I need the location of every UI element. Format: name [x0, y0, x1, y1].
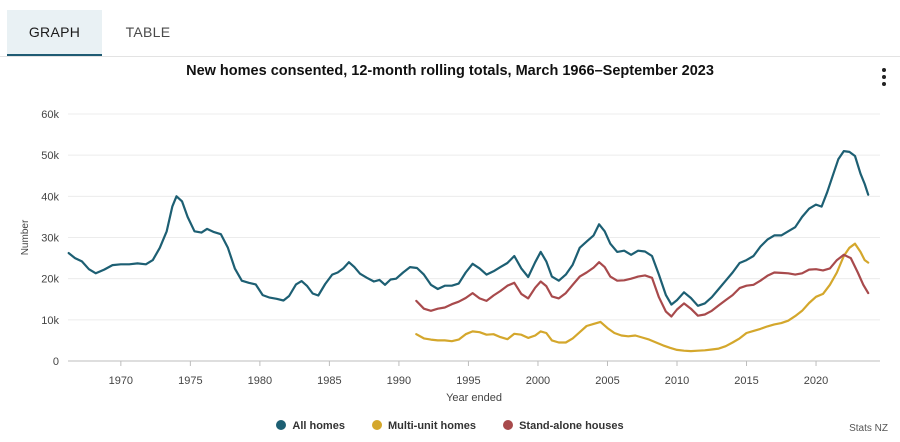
- tab-bar: GRAPH TABLE: [0, 0, 900, 57]
- tab-table[interactable]: TABLE: [125, 24, 171, 40]
- x-tick-label: 2020: [804, 375, 828, 387]
- tab-graph[interactable]: GRAPH: [7, 10, 102, 56]
- x-tick-label: 1970: [109, 375, 133, 387]
- legend-item-all-homes[interactable]: All homes: [276, 420, 345, 432]
- legend-label: Multi-unit homes: [388, 420, 477, 432]
- legend: All homes Multi-unit homes Stand-alone h…: [0, 420, 900, 432]
- series-line-multi-unit-homes: [415, 242, 870, 353]
- legend-label: All homes: [292, 420, 345, 432]
- x-tick-label: 1995: [456, 375, 480, 387]
- legend-item-multi-unit-homes[interactable]: Multi-unit homes: [372, 420, 476, 432]
- y-tick-label: 40k: [41, 191, 59, 203]
- y-axis-label: Number: [20, 219, 31, 255]
- y-tick-label: 30k: [41, 233, 59, 245]
- legend-item-stand-alone-houses[interactable]: Stand-alone houses: [503, 420, 624, 432]
- legend-marker: [276, 420, 287, 430]
- x-tick-label: 2010: [665, 375, 689, 387]
- y-tick-label: 20k: [41, 274, 59, 286]
- y-tick-label: 0: [53, 356, 59, 368]
- y-tick-label: 60k: [41, 109, 59, 121]
- x-tick-label: 2015: [734, 375, 758, 387]
- kebab-menu-icon[interactable]: [876, 66, 892, 88]
- legend-label: Stand-alone houses: [519, 420, 624, 432]
- y-tick-label: 50k: [41, 150, 59, 162]
- y-tick-label: 10k: [41, 315, 59, 327]
- legend-marker: [372, 420, 383, 430]
- x-tick-label: 2005: [595, 375, 619, 387]
- legend-marker: [503, 420, 514, 430]
- series-line-stand-alone-houses: [415, 253, 870, 318]
- x-tick-label: 1985: [317, 375, 341, 387]
- x-tick-label: 1990: [387, 375, 411, 387]
- x-tick-label: 2000: [526, 375, 550, 387]
- x-axis-label: Year ended: [446, 392, 502, 404]
- source-credit: Stats NZ: [849, 423, 888, 434]
- x-tick-label: 1980: [248, 375, 272, 387]
- series-line-all-homes: [67, 150, 870, 307]
- chart-title: New homes consented, 12-month rolling to…: [186, 63, 714, 79]
- x-tick-label: 1975: [178, 375, 202, 387]
